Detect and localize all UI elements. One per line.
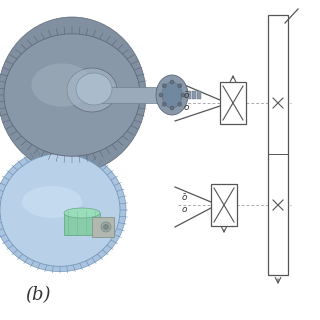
Ellipse shape — [162, 82, 182, 108]
Bar — [268, 15, 288, 275]
Circle shape — [103, 225, 108, 229]
Bar — [64, 213, 100, 235]
Circle shape — [170, 80, 174, 84]
Bar — [197, 91, 201, 99]
Circle shape — [159, 93, 163, 97]
Bar — [102, 87, 172, 103]
Ellipse shape — [0, 148, 126, 272]
Text: $o$: $o$ — [181, 205, 188, 214]
Ellipse shape — [156, 75, 188, 115]
Ellipse shape — [22, 186, 82, 218]
Text: $o$: $o$ — [183, 103, 190, 113]
Ellipse shape — [67, 68, 117, 112]
Circle shape — [162, 84, 166, 88]
Circle shape — [178, 84, 182, 88]
Circle shape — [170, 106, 174, 110]
Text: $\bar{o}$: $\bar{o}$ — [181, 193, 188, 204]
Circle shape — [101, 222, 111, 232]
Ellipse shape — [0, 17, 146, 173]
Bar — [220, 82, 246, 124]
Ellipse shape — [0, 154, 120, 266]
Circle shape — [181, 93, 185, 97]
Text: (b): (b) — [25, 286, 51, 304]
Text: $\bar{o}$: $\bar{o}$ — [183, 91, 190, 101]
Circle shape — [178, 102, 182, 106]
Ellipse shape — [64, 208, 100, 218]
Bar — [92, 217, 114, 237]
Ellipse shape — [76, 73, 112, 105]
Bar — [211, 184, 237, 226]
Circle shape — [162, 102, 166, 106]
Ellipse shape — [31, 63, 92, 107]
Bar — [192, 91, 196, 99]
Ellipse shape — [4, 34, 140, 156]
Bar — [187, 91, 191, 99]
